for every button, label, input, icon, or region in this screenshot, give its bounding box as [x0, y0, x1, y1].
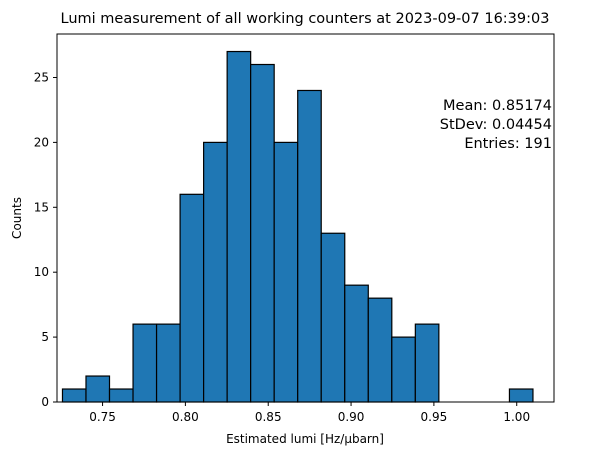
x-axis-ticks: 0.75 0.80 0.85 0.90 0.95 1.00 — [89, 402, 530, 424]
histogram-bar — [179, 193, 205, 403]
x-tick-label: 0.90 — [338, 410, 365, 424]
histogram-bar — [391, 336, 416, 403]
x-tick-label: 0.75 — [89, 410, 116, 424]
stats-stdev: StDev: 0.04454 — [440, 117, 552, 133]
y-tick-label: 15 — [34, 200, 49, 214]
histogram-bar — [273, 141, 299, 403]
x-axis-label: Estimated lumi [Hz/μbarn] — [226, 432, 384, 446]
chart-title: Lumi measurement of all working counters… — [61, 11, 550, 27]
y-tick-label: 25 — [34, 70, 49, 84]
y-axis-ticks: 0 5 10 15 20 25 — [34, 70, 57, 409]
histogram-bar — [61, 388, 87, 403]
histogram-bar — [344, 284, 369, 403]
histogram-bars — [61, 50, 534, 403]
stats-entries: Entries: 191 — [464, 136, 552, 152]
histogram-bar — [320, 232, 346, 403]
histogram-bar — [155, 323, 181, 403]
x-tick-label: 1.00 — [503, 410, 530, 424]
histogram-bar — [226, 50, 252, 403]
y-tick-label: 20 — [34, 135, 49, 149]
y-axis-label: Counts — [10, 197, 24, 239]
x-tick-label: 0.80 — [172, 410, 199, 424]
histogram-bar — [85, 375, 111, 403]
histogram-bar — [414, 323, 440, 403]
histogram-bar — [250, 63, 275, 403]
histogram-bar — [508, 388, 534, 403]
histogram-bar — [203, 141, 228, 403]
plot-frame — [56, 33, 555, 403]
y-tick-label: 10 — [34, 265, 49, 279]
stats-mean: Mean: 0.85174 — [443, 98, 552, 114]
x-tick-label: 0.95 — [421, 410, 448, 424]
histogram-bar — [132, 323, 158, 403]
x-tick-label: 0.85 — [255, 410, 282, 424]
histogram-bar — [367, 297, 393, 403]
histogram-bar — [297, 89, 322, 403]
y-tick-label: 5 — [41, 330, 49, 344]
histogram-bar — [108, 388, 134, 403]
y-tick-label: 0 — [41, 395, 49, 409]
stats-box: Mean: 0.85174 StDev: 0.04454 Entries: 19… — [440, 98, 552, 152]
